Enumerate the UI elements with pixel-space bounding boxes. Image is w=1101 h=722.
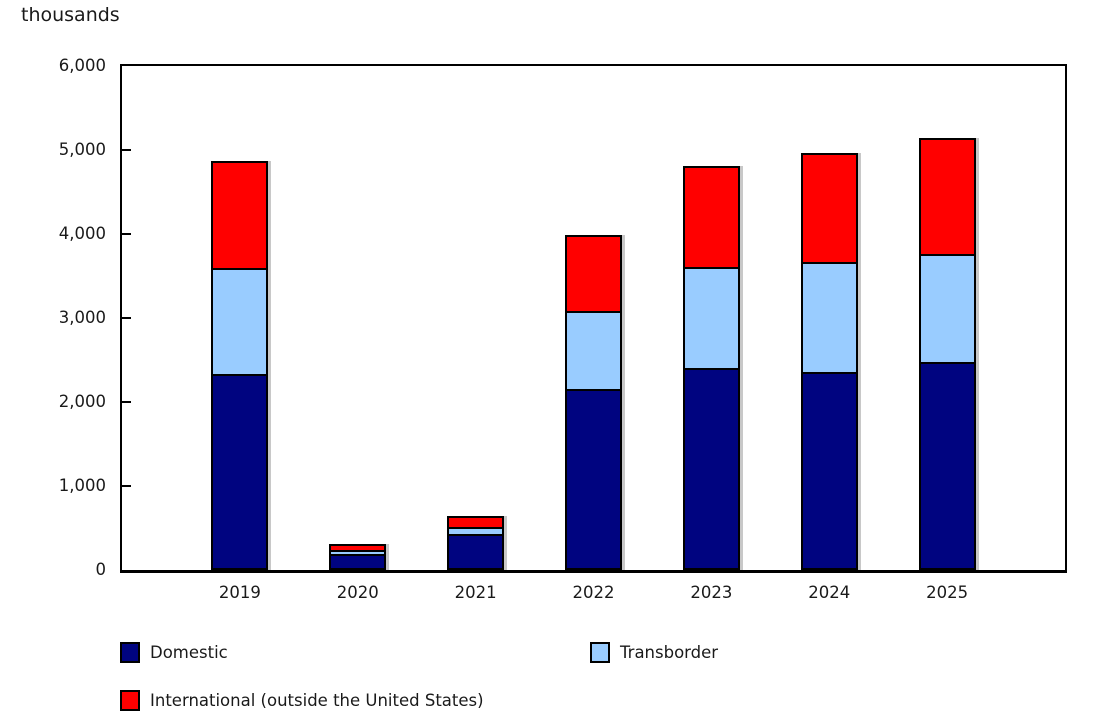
y-tick-mark: [122, 233, 131, 235]
bar-segment-domestic-2024: [802, 374, 856, 568]
y-tick-mark: [122, 401, 131, 403]
legend-swatch-icon: [590, 642, 610, 663]
legend-item-transborder: Transborder: [590, 641, 718, 664]
x-axis-label-2025: 2025: [926, 583, 969, 602]
bar-segment-domestic-2022: [567, 391, 620, 569]
plot-area: [120, 64, 1067, 573]
stacked-bar-2020: [329, 543, 387, 570]
y-axis-label: 0: [95, 560, 107, 579]
stacked-bar-2021: [447, 515, 505, 570]
y-axis-label: 5,000: [58, 140, 106, 159]
y-axis-label: 4,000: [58, 224, 106, 243]
y-axis-label: 2,000: [58, 392, 106, 411]
bar-segment-international-2024: [802, 154, 856, 265]
bar-segment-international-2019: [213, 163, 267, 271]
legend-label: Transborder: [620, 643, 719, 662]
bar-segment-international-2025: [920, 140, 974, 257]
bar-segment-domestic-2020: [331, 555, 385, 568]
bar-segment-transborder-2023: [684, 269, 738, 370]
y-tick-mark: [122, 485, 131, 487]
y-tick-mark: [122, 149, 131, 151]
stacked-bar-2022: [565, 234, 622, 570]
stacked-bar-2025: [918, 138, 976, 570]
x-axis-label-2021: 2021: [454, 583, 497, 602]
legend-swatch-icon: [120, 690, 140, 711]
bar-segment-transborder-2025: [920, 256, 974, 364]
stacked-bar-2019: [211, 161, 269, 570]
x-axis-label-2020: 2020: [336, 583, 379, 602]
bar-segment-transborder-2019: [213, 270, 267, 377]
bar-segment-transborder-2021: [449, 528, 503, 536]
legend-item-international: International (outside the United States…: [120, 689, 484, 712]
bar-segment-international-2023: [684, 168, 738, 270]
x-axis-label-2019: 2019: [218, 583, 261, 602]
legend-swatch-icon: [120, 642, 140, 663]
bar-segment-transborder-2024: [802, 264, 856, 375]
y-axis-label: 6,000: [58, 56, 106, 75]
bar-segment-domestic-2023: [684, 369, 738, 568]
bar-segment-domestic-2019: [213, 376, 267, 568]
bar-segment-transborder-2020: [331, 552, 385, 556]
chart-unit-title: thousands: [21, 4, 120, 26]
y-axis: 0 1,000 2,000 3,000 4,000 5,000 6,000: [0, 56, 106, 579]
y-axis-label: 1,000: [58, 476, 106, 495]
bar-segment-international-2020: [331, 545, 385, 553]
x-axis: 2019 2020 2021 2022 2023 2024 2025: [120, 582, 1067, 608]
bar-segment-international-2021: [449, 517, 503, 529]
stacked-bar-2023: [682, 166, 740, 570]
legend-item-domestic: Domestic: [120, 641, 228, 664]
bar-segment-domestic-2021: [449, 535, 503, 569]
legend-label: International (outside the United States…: [150, 691, 484, 710]
x-axis-label-2024: 2024: [808, 583, 851, 602]
x-axis-label-2022: 2022: [572, 583, 615, 602]
legend-label: Domestic: [150, 643, 228, 662]
bar-segment-transborder-2022: [567, 312, 620, 392]
bar-segment-domestic-2025: [920, 363, 974, 568]
bar-segment-international-2022: [567, 236, 620, 313]
stacked-bar-2024: [800, 152, 858, 570]
y-axis-label: 3,000: [58, 308, 106, 327]
y-tick-mark: [122, 317, 131, 319]
x-axis-label-2023: 2023: [690, 583, 733, 602]
